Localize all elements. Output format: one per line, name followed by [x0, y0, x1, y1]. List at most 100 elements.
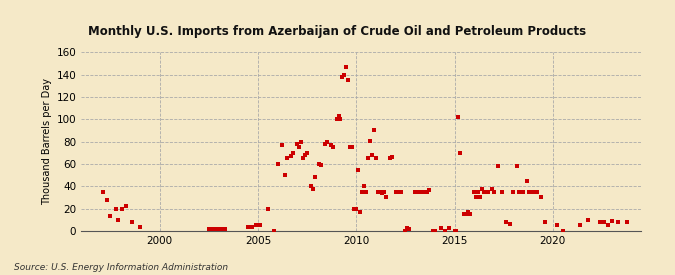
- Point: [443, 226, 454, 230]
- Point: [111, 207, 122, 211]
- Point: [380, 195, 391, 200]
- Point: [313, 162, 324, 166]
- Point: [612, 220, 623, 224]
- Point: [583, 218, 593, 222]
- Point: [575, 223, 586, 228]
- Point: [463, 210, 474, 214]
- Point: [321, 139, 332, 144]
- Point: [528, 190, 539, 194]
- Point: [310, 175, 321, 180]
- Point: [288, 151, 299, 155]
- Point: [97, 190, 108, 194]
- Point: [211, 227, 222, 231]
- Point: [121, 204, 132, 209]
- Point: [252, 223, 263, 228]
- Point: [358, 184, 369, 189]
- Point: [449, 229, 460, 233]
- Point: [558, 229, 568, 233]
- Point: [105, 214, 116, 219]
- Point: [308, 186, 319, 191]
- Point: [345, 145, 356, 149]
- Point: [250, 223, 261, 228]
- Point: [422, 190, 433, 194]
- Point: [439, 229, 450, 233]
- Point: [203, 227, 214, 231]
- Point: [516, 190, 526, 194]
- Point: [394, 190, 405, 194]
- Point: [410, 190, 421, 194]
- Point: [465, 212, 476, 216]
- Point: [539, 220, 550, 224]
- Point: [532, 190, 543, 194]
- Point: [373, 190, 383, 194]
- Point: [404, 227, 414, 231]
- Point: [518, 190, 529, 194]
- Point: [341, 65, 352, 69]
- Point: [378, 190, 389, 194]
- Point: [451, 229, 462, 233]
- Point: [400, 229, 411, 233]
- Point: [524, 190, 535, 194]
- Point: [386, 155, 397, 160]
- Point: [263, 207, 273, 211]
- Point: [606, 219, 617, 223]
- Point: [349, 207, 360, 211]
- Point: [514, 190, 524, 194]
- Point: [496, 190, 507, 194]
- Point: [364, 138, 375, 143]
- Point: [254, 223, 265, 228]
- Point: [371, 156, 381, 161]
- Point: [551, 223, 562, 228]
- Point: [622, 220, 633, 224]
- Point: [396, 190, 407, 194]
- Point: [429, 229, 440, 233]
- Point: [215, 227, 226, 231]
- Point: [468, 190, 479, 194]
- Point: [483, 190, 493, 194]
- Point: [351, 207, 362, 211]
- Point: [377, 191, 387, 195]
- Point: [113, 218, 124, 222]
- Point: [353, 167, 364, 172]
- Point: [300, 153, 310, 157]
- Point: [356, 190, 367, 194]
- Point: [599, 220, 610, 224]
- Point: [475, 195, 485, 200]
- Point: [522, 178, 533, 183]
- Point: [209, 227, 220, 231]
- Point: [246, 224, 257, 229]
- Point: [489, 190, 500, 194]
- Point: [472, 190, 483, 194]
- Point: [243, 224, 254, 229]
- Point: [423, 188, 434, 192]
- Point: [325, 143, 336, 147]
- Point: [384, 156, 395, 161]
- Point: [127, 220, 138, 224]
- Point: [500, 220, 511, 224]
- Y-axis label: Thousand Barrels per Day: Thousand Barrels per Day: [43, 78, 52, 205]
- Point: [276, 143, 287, 147]
- Point: [508, 190, 519, 194]
- Point: [402, 226, 412, 230]
- Point: [453, 115, 464, 119]
- Point: [268, 229, 279, 233]
- Point: [375, 190, 385, 194]
- Point: [101, 197, 112, 202]
- Point: [392, 190, 403, 194]
- Point: [339, 72, 350, 77]
- Point: [477, 186, 487, 191]
- Point: [302, 151, 313, 155]
- Point: [282, 156, 293, 161]
- Point: [512, 164, 523, 168]
- Point: [504, 222, 515, 227]
- Point: [595, 220, 605, 224]
- Point: [470, 195, 481, 200]
- Point: [219, 227, 230, 231]
- Point: [461, 212, 472, 216]
- Point: [292, 142, 302, 146]
- Point: [435, 226, 446, 230]
- Point: [306, 184, 317, 189]
- Point: [286, 154, 297, 158]
- Point: [418, 190, 429, 194]
- Point: [213, 227, 224, 231]
